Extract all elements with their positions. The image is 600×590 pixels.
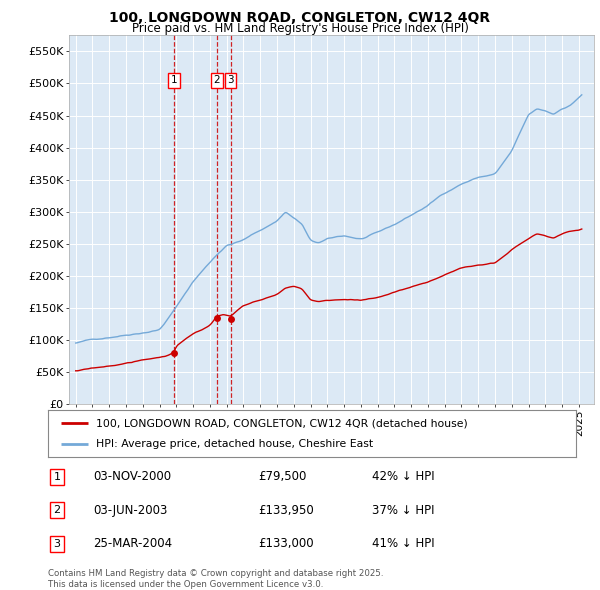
Text: 03-NOV-2000: 03-NOV-2000	[93, 470, 171, 483]
Text: 3: 3	[53, 539, 61, 549]
Text: £133,000: £133,000	[258, 537, 314, 550]
Text: 100, LONGDOWN ROAD, CONGLETON, CW12 4QR (detached house): 100, LONGDOWN ROAD, CONGLETON, CW12 4QR …	[95, 418, 467, 428]
Text: 03-JUN-2003: 03-JUN-2003	[93, 504, 167, 517]
Text: 1: 1	[170, 76, 177, 86]
Text: 2: 2	[214, 76, 220, 86]
Text: 37% ↓ HPI: 37% ↓ HPI	[372, 504, 434, 517]
Text: 3: 3	[227, 76, 234, 86]
Text: £133,950: £133,950	[258, 504, 314, 517]
Text: 1: 1	[53, 472, 61, 481]
Text: 25-MAR-2004: 25-MAR-2004	[93, 537, 172, 550]
Text: HPI: Average price, detached house, Cheshire East: HPI: Average price, detached house, Ches…	[95, 439, 373, 449]
Text: 41% ↓ HPI: 41% ↓ HPI	[372, 537, 434, 550]
Text: 42% ↓ HPI: 42% ↓ HPI	[372, 470, 434, 483]
Text: 100, LONGDOWN ROAD, CONGLETON, CW12 4QR: 100, LONGDOWN ROAD, CONGLETON, CW12 4QR	[109, 11, 491, 25]
Text: £79,500: £79,500	[258, 470, 307, 483]
Text: 2: 2	[53, 506, 61, 515]
Text: Contains HM Land Registry data © Crown copyright and database right 2025.
This d: Contains HM Land Registry data © Crown c…	[48, 569, 383, 589]
Text: Price paid vs. HM Land Registry's House Price Index (HPI): Price paid vs. HM Land Registry's House …	[131, 22, 469, 35]
